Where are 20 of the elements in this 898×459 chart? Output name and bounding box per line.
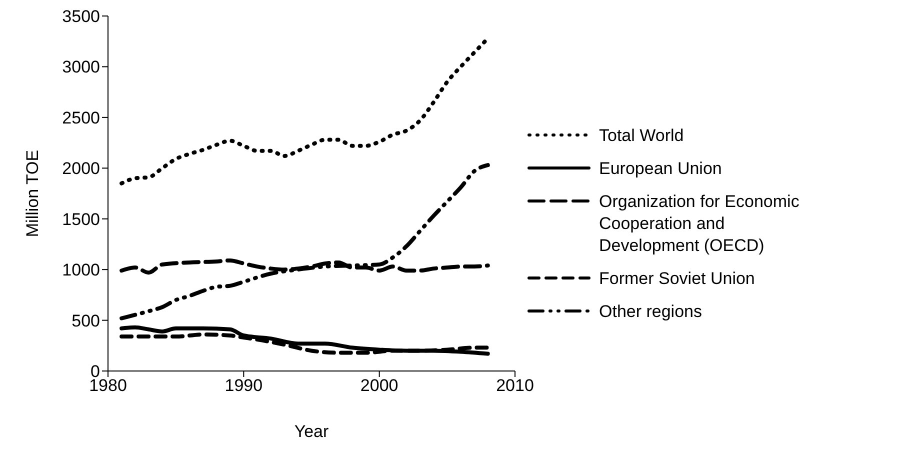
y-tick-label: 1500 (62, 210, 100, 229)
legend-label: Former Soviet Union (599, 268, 756, 290)
x-tick-label: 2010 (496, 376, 534, 396)
x-tick-label: 1990 (224, 376, 263, 396)
y-tick-label: 3000 (62, 58, 100, 77)
legend-label: Total World (599, 125, 685, 147)
y-tick-label: 2000 (62, 159, 100, 178)
legend-label: European Union (599, 158, 723, 180)
y-axis-title: Million TOE (23, 150, 42, 238)
legend-label: Other regions (599, 301, 703, 323)
x-tick-label: 1980 (89, 376, 127, 396)
y-tick-label: 500 (72, 311, 100, 330)
y-tick-label: 1000 (62, 260, 100, 280)
legend-label: Organization for Economic Cooperation and Development (OECD) (599, 191, 800, 257)
line-series (120, 325, 490, 356)
x-axis-title: Year (294, 422, 330, 441)
y-tick-label: 3500 (62, 7, 100, 26)
y-tick-label: 2500 (62, 108, 100, 128)
x-tick-label: 2000 (360, 376, 398, 396)
line-series (120, 163, 490, 320)
